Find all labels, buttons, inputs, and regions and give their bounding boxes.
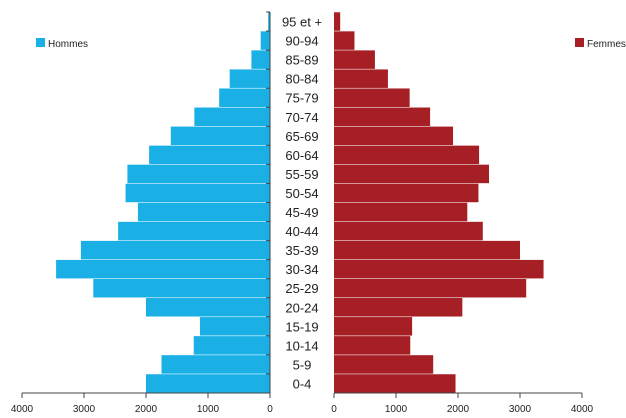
women-bar-90-94	[334, 31, 355, 50]
women-bars	[334, 12, 544, 393]
x-tick-label: 3000	[73, 404, 96, 415]
women-bar-65-69	[334, 126, 454, 146]
men-bar-25-29	[93, 278, 270, 298]
legend-men-label: Hommes	[48, 39, 88, 50]
x-axis-ticks: 4000 3000 2000 1000 0 0 1000 2000 3000 4000	[11, 11, 594, 415]
men-bar-50-54	[125, 183, 270, 203]
men-bar-70-74	[194, 107, 270, 127]
x-tick-label: 4000	[11, 404, 34, 415]
men-bar-75-79	[219, 88, 270, 107]
women-bar-85-89	[334, 50, 375, 69]
age-label: 80-84	[285, 72, 318, 87]
age-label: 25-29	[285, 281, 318, 296]
women-bar-0-4	[334, 374, 456, 393]
women-bar-35-39	[334, 240, 520, 260]
age-label: 5-9	[293, 357, 312, 372]
x-tick-label: 4000	[571, 404, 594, 415]
men-bar-55-59	[127, 164, 271, 184]
age-label: 60-64	[285, 148, 318, 163]
men-bar-85-89	[251, 50, 270, 69]
age-label: 50-54	[285, 186, 318, 201]
legend-men-swatch	[36, 38, 45, 47]
men-bar-15-19	[199, 317, 270, 336]
women-bar-55-59	[334, 164, 489, 184]
men-bar-5-9	[161, 355, 270, 374]
age-label: 65-69	[285, 129, 318, 144]
age-label: 10-14	[285, 338, 318, 353]
age-label: 95 et +	[282, 15, 322, 30]
age-label: 70-74	[285, 110, 318, 125]
age-label: 90-94	[285, 34, 318, 49]
x-tick-label: 1000	[385, 404, 408, 415]
age-label: 75-79	[285, 91, 318, 106]
women-bar-40-44	[334, 221, 483, 241]
legend-women-swatch	[575, 38, 584, 47]
age-label: 45-49	[285, 205, 318, 220]
men-bar-40-44	[118, 221, 270, 241]
men-bar-95et+	[268, 12, 270, 31]
legend-women: Femmes	[575, 38, 626, 50]
men-bar-30-34	[56, 259, 270, 279]
women-bar-30-34	[334, 259, 544, 279]
x-tick-label: 2000	[135, 404, 158, 415]
women-bar-75-79	[334, 88, 410, 107]
women-bar-5-9	[334, 355, 434, 374]
men-bar-60-64	[149, 145, 270, 165]
legend-men: Hommes	[36, 38, 88, 50]
women-bar-95et+	[334, 12, 341, 31]
age-label: 85-89	[285, 53, 318, 68]
x-tick-label: 1000	[197, 404, 220, 415]
x-tick-label: 2000	[447, 404, 470, 415]
men-bar-10-14	[193, 336, 270, 355]
women-bar-50-54	[334, 183, 479, 203]
men-bar-0-4	[146, 374, 270, 393]
age-label: 15-19	[285, 319, 318, 334]
age-label: 0-4	[293, 376, 312, 391]
age-label: 20-24	[285, 300, 318, 315]
legend-women-label: Femmes	[587, 39, 626, 50]
women-bar-60-64	[334, 145, 480, 165]
men-bar-35-39	[80, 240, 271, 260]
x-tick-label: 0	[331, 404, 337, 415]
men-bars	[56, 12, 271, 393]
men-bar-65-69	[170, 126, 270, 146]
age-label: 30-34	[285, 262, 318, 277]
x-tick-label: 0	[267, 404, 273, 415]
age-label: 40-44	[285, 224, 318, 239]
age-labels: 0-4 5-9 10-14 15-19 20-24 25-29 30-34 35-39 40-4…	[282, 15, 322, 392]
women-bar-15-19	[334, 317, 413, 336]
men-bar-45-49	[137, 202, 270, 222]
women-bar-20-24	[334, 298, 463, 317]
age-label: 55-59	[285, 167, 318, 182]
women-bar-80-84	[334, 69, 388, 88]
women-bar-70-74	[334, 107, 431, 127]
women-bar-45-49	[334, 202, 468, 222]
men-bar-20-24	[146, 298, 270, 317]
age-label: 35-39	[285, 243, 318, 258]
men-bar-80-84	[229, 69, 270, 88]
x-tick-label: 3000	[509, 404, 532, 415]
women-bar-10-14	[334, 336, 411, 355]
men-bar-90-94	[260, 31, 270, 50]
women-bar-25-29	[334, 278, 527, 298]
